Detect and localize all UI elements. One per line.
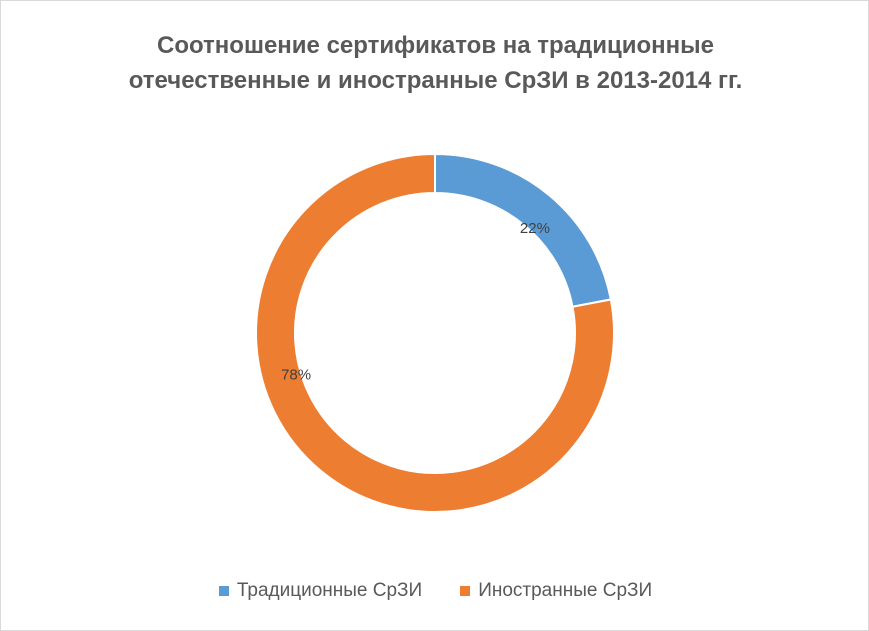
- legend-label-foreign: Иностранные СрЗИ: [478, 580, 653, 601]
- legend: Традиционные СрЗИ Иностранные СрЗИ: [1, 580, 868, 602]
- legend-item-foreign: Иностранные СрЗИ: [460, 580, 652, 602]
- data-label-traditional: 22%: [520, 220, 550, 237]
- legend-label-traditional: Традиционные СрЗИ: [236, 580, 423, 601]
- chart-title-line-1: Соотношение сертификатов на традиционные: [156, 32, 715, 59]
- chart-title: Соотношение сертификатов на традиционные…: [1, 28, 868, 98]
- chart-title-line-2: отечественные и иностранные СрЗИ в 2013-…: [128, 67, 743, 94]
- legend-item-traditional: Традиционные СрЗИ: [218, 580, 423, 602]
- legend-swatch-foreign: [460, 586, 471, 596]
- donut-slice-foreign: [255, 152, 615, 513]
- data-label-foreign: 78%: [281, 367, 311, 384]
- legend-swatch-traditional: [218, 586, 229, 596]
